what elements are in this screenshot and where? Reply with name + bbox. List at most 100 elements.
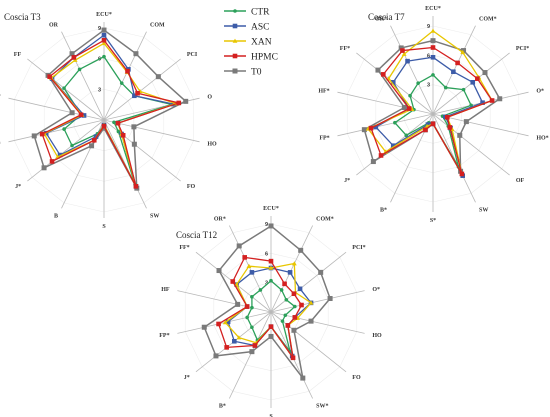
data-point-asc xyxy=(373,124,379,130)
axis-line-fp xyxy=(8,119,105,143)
legend-label-ctr: CTR xyxy=(251,8,270,18)
axis-label-j: J* xyxy=(184,375,190,381)
chart-title-t3: Coscia T3 xyxy=(4,12,41,22)
data-point-xan xyxy=(236,335,242,340)
axis-label-or: OR* xyxy=(375,16,387,22)
data-point-hpmc xyxy=(216,321,221,327)
data-point-asc xyxy=(451,69,456,75)
data-point-t0 xyxy=(457,132,463,138)
data-point-hpmc xyxy=(459,171,465,177)
legend-item-xan: XAN xyxy=(224,38,272,48)
data-point-asc xyxy=(425,122,431,127)
legend-item-t0: T0 xyxy=(224,68,262,78)
data-point-ctr xyxy=(250,325,254,330)
axis-line-pci xyxy=(103,58,181,121)
axis-line-pci xyxy=(270,251,347,313)
data-point-ctr xyxy=(293,304,297,309)
data-point-asc xyxy=(132,93,137,99)
data-point-t0 xyxy=(318,269,324,275)
data-point-t0 xyxy=(291,327,297,333)
data-point-xan xyxy=(430,28,436,33)
axis-label-ecu: ECU* xyxy=(425,6,441,12)
axis-line-com xyxy=(270,225,314,313)
axis-label-b: B* xyxy=(219,404,226,410)
legend-marker-hpmc xyxy=(232,53,238,59)
axis-line-hf xyxy=(337,91,434,115)
data-point-hpmc xyxy=(176,100,182,106)
data-point-hpmc xyxy=(101,123,107,129)
series-line-asc xyxy=(375,56,484,177)
axis-label-fo: FO xyxy=(352,375,361,381)
axis-label-s: S xyxy=(269,414,273,417)
data-point-t0 xyxy=(235,301,241,307)
data-point-hpmc xyxy=(447,125,453,130)
axis-label-fo: FO xyxy=(187,184,196,190)
axis-label-fp: FP* xyxy=(159,333,169,339)
data-point-hpmc xyxy=(291,291,297,297)
data-point-t0 xyxy=(89,143,95,149)
data-point-t0 xyxy=(131,141,137,147)
data-point-t0 xyxy=(430,38,436,44)
radar-chart-t7: ECU* COM* PCI* O* HO* OF SW S* B* J* FP* HF* FF* OR* 3… xyxy=(318,6,548,224)
data-point-hpmc xyxy=(282,281,287,287)
data-point-t0 xyxy=(213,353,219,359)
series-hpmc-t7 xyxy=(368,45,495,177)
data-point-hpmc xyxy=(135,90,140,96)
axis-label-pci: PCI* xyxy=(516,46,529,52)
axis-label-j: J* xyxy=(15,184,21,190)
data-point-hpmc xyxy=(242,255,247,260)
axis-label-ho: HO* xyxy=(536,136,548,142)
data-point-ctr xyxy=(269,278,273,283)
axis-label-com: COM xyxy=(150,22,165,28)
data-point-hpmc xyxy=(91,137,97,143)
tick-label: 6 xyxy=(427,53,430,59)
legend: CTR ASC XAN HPMC T0 xyxy=(224,8,278,78)
data-point-ctr xyxy=(461,87,466,92)
data-point-hpmc xyxy=(378,153,384,158)
data-point-hpmc xyxy=(299,302,304,308)
data-point-asc xyxy=(225,319,231,325)
axis-label-o: O xyxy=(207,94,212,100)
axis-label-hf: HF* xyxy=(318,88,329,94)
data-point-t0 xyxy=(327,296,333,302)
legend-marker-asc xyxy=(232,23,238,29)
axis-line-ff xyxy=(27,58,105,121)
axis-label-hf: HF xyxy=(161,287,170,293)
data-point-ctr xyxy=(284,298,289,302)
data-point-asc xyxy=(101,32,107,38)
series-line-ctr xyxy=(63,55,173,186)
axis-label-hf: HF xyxy=(0,94,1,100)
data-point-hpmc xyxy=(423,127,428,133)
data-point-ctr xyxy=(62,86,66,90)
tick-label: 3 xyxy=(427,83,430,89)
data-point-hpmc xyxy=(381,72,386,77)
data-point-xan xyxy=(308,300,314,305)
data-point-t0 xyxy=(133,51,139,57)
data-point-hpmc xyxy=(292,315,298,320)
data-point-ctr xyxy=(443,85,448,90)
axis-line-hf xyxy=(8,97,105,121)
data-point-t0 xyxy=(69,110,75,116)
axis-label-or: OR xyxy=(49,22,59,28)
legend-label-asc: ASC xyxy=(251,23,269,33)
data-point-hpmc xyxy=(475,76,480,81)
axis-line-or xyxy=(61,31,105,121)
data-point-t0 xyxy=(375,67,381,73)
data-point-t0 xyxy=(497,96,503,102)
data-point-t0 xyxy=(183,98,189,104)
data-point-ctr xyxy=(70,143,74,148)
data-point-t0 xyxy=(249,349,255,355)
data-point-t0 xyxy=(236,243,242,249)
tick-label: 3 xyxy=(265,281,268,287)
legend-marker-ctr xyxy=(233,9,237,13)
data-point-xan xyxy=(101,40,107,46)
data-point-hpmc xyxy=(133,184,139,189)
data-point-asc xyxy=(390,143,396,149)
legend-label-t0: T0 xyxy=(251,68,262,78)
chart-title-t7: Coscia T7 xyxy=(368,12,405,22)
data-point-t0 xyxy=(131,124,137,130)
data-point-hpmc xyxy=(430,45,436,50)
data-point-t0 xyxy=(268,223,274,229)
data-point-ctr xyxy=(102,54,106,59)
